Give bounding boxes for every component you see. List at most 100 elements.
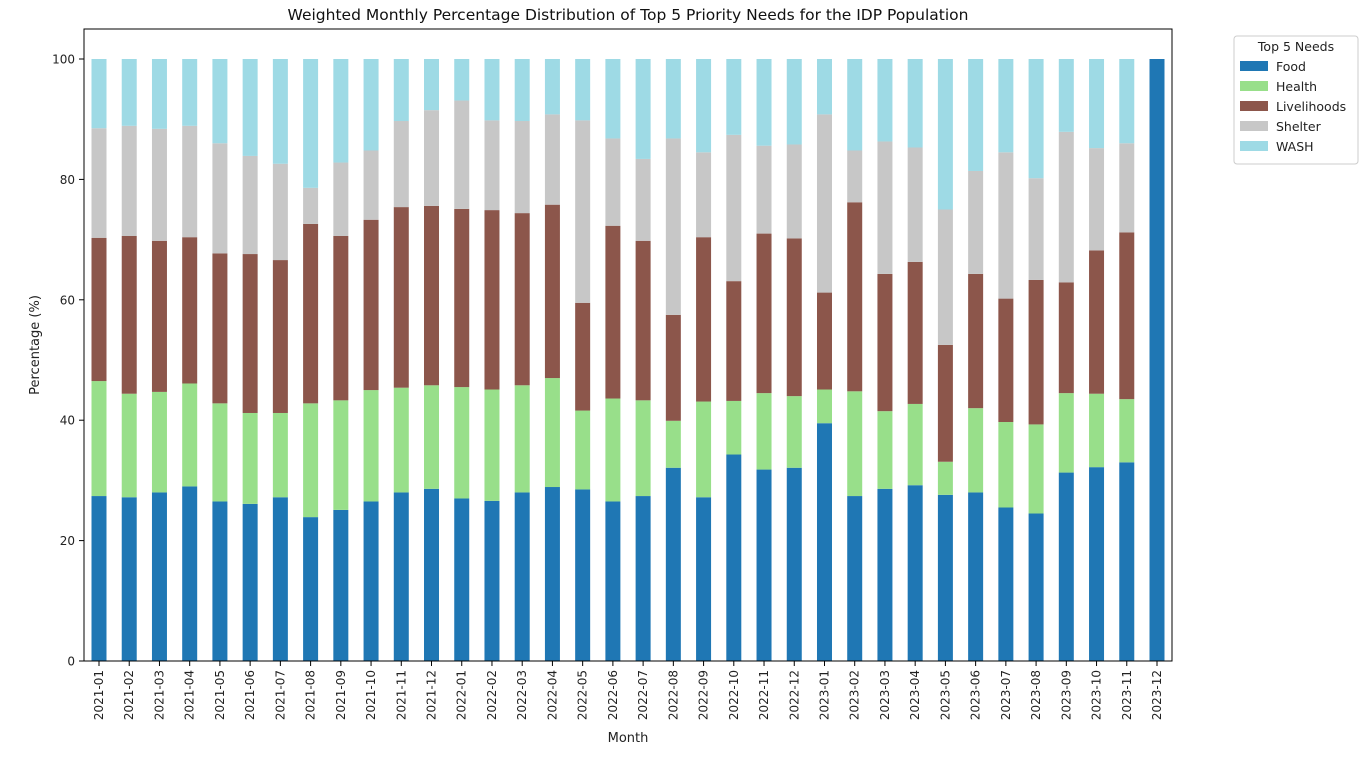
bar-livelihoods-2022-10 [726,281,742,401]
bar-shelter-2022-11 [756,145,772,234]
x-tick-label: 2023-08 [1029,670,1043,720]
bar-health-2022-12 [786,396,802,468]
bar-food-2023-10 [1089,467,1105,661]
bar-livelihoods-2022-09 [696,237,712,402]
x-axis-label: Month [608,731,649,746]
bar-wash-2021-02 [121,59,137,126]
x-tick-label: 2022-01 [455,670,469,720]
bar-wash-2023-05 [937,59,953,210]
x-tick-label: 2021-06 [243,670,257,720]
bar-shelter-2022-10 [726,134,742,282]
bar-food-2022-05 [575,489,591,661]
bar-shelter-2023-04 [907,147,923,262]
x-tick-label: 2022-05 [576,670,590,720]
x-axis: 2021-01 2021-02 2021-03 2021-04 2021-05 2021-… [92,661,1164,720]
bar-wash-2021-06 [242,59,258,156]
x-tick-label: 2022-08 [666,670,680,720]
legend-label-health: Health [1276,79,1317,94]
bar-wash-2022-07 [635,59,651,159]
bar-livelihoods-2021-03 [151,240,167,392]
bar-wash-2022-06 [605,59,621,139]
bar-health-2022-10 [726,400,742,455]
bar-shelter-2022-04 [544,114,560,205]
x-tick-label: 2021-12 [425,670,439,720]
bar-health-2023-11 [1119,399,1135,463]
bar-health-2022-04 [544,378,560,488]
bar-livelihoods-2022-05 [575,302,591,411]
bar-wash-2023-06 [968,59,984,171]
bar-wash-2023-02 [847,59,863,151]
bar-food-2021-09 [333,509,349,661]
bar-livelihoods-2022-04 [544,204,560,379]
bar-food-2023-09 [1058,472,1074,661]
bar-food-2022-01 [454,498,470,661]
bar-livelihoods-2022-06 [605,225,621,399]
legend-label-food: Food [1276,59,1306,74]
x-tick-label: 2023-11 [1120,670,1134,720]
bar-livelihoods-2023-10 [1089,250,1105,394]
bar-food-2021-08 [303,517,319,661]
bar-health-2021-07 [272,412,288,498]
bar-food-2021-10 [363,501,379,661]
bar-wash-2022-03 [514,59,530,122]
bar-shelter-2022-08 [665,138,681,315]
bar-livelihoods-2021-09 [333,235,349,401]
bar-wash-2022-12 [786,59,802,145]
bar-wash-2022-08 [665,59,681,139]
bar-food-2023-01 [816,423,832,661]
bar-wash-2022-04 [544,59,560,115]
bar-wash-2022-01 [454,59,470,101]
bar-health-2022-07 [635,400,651,497]
bar-shelter-2023-07 [998,152,1014,299]
bar-livelihoods-2023-07 [998,298,1014,423]
legend-swatch-livelihoods [1240,101,1268,111]
x-tick-label: 2023-09 [1059,670,1073,720]
bar-health-2021-01 [91,381,107,497]
bar-wash-2023-03 [877,59,893,142]
bar-wash-2021-10 [363,59,379,151]
x-tick-label: 2022-03 [515,670,529,720]
bar-shelter-2021-06 [242,155,258,255]
bar-livelihoods-2022-11 [756,233,772,394]
bar-health-2023-03 [877,411,893,489]
bar-wash-2021-08 [303,59,319,188]
legend-label-shelter: Shelter [1276,119,1322,134]
x-tick-label: 2022-04 [545,670,559,720]
bar-wash-2022-05 [575,59,591,121]
bar-shelter-2021-10 [363,150,379,220]
bar-health-2022-03 [514,385,530,493]
bar-shelter-2023-08 [1028,178,1044,280]
bar-wash-2022-10 [726,59,742,135]
x-tick-label: 2021-11 [394,670,408,720]
bar-wash-2021-09 [333,59,349,163]
bars-layer [91,59,1165,661]
bar-food-2021-03 [151,492,167,661]
bar-health-2022-02 [484,389,500,501]
legend-label-wash: WASH [1276,139,1314,154]
x-tick-label: 2021-01 [92,670,106,720]
bar-livelihoods-2021-07 [272,260,288,413]
bar-health-2021-10 [363,390,379,502]
x-tick-label: 2023-06 [969,670,983,720]
bar-health-2022-06 [605,398,621,502]
bar-food-2022-11 [756,469,772,661]
bar-shelter-2021-05 [212,143,228,254]
bar-food-2021-04 [182,486,198,661]
bar-health-2023-09 [1058,393,1074,473]
bar-shelter-2023-09 [1058,131,1074,283]
x-tick-label: 2023-03 [878,670,892,720]
bar-wash-2023-04 [907,59,923,148]
bar-shelter-2022-09 [696,152,712,238]
bar-shelter-2023-10 [1089,148,1105,251]
bar-shelter-2023-11 [1119,143,1135,233]
bar-livelihoods-2023-08 [1028,279,1044,425]
bar-livelihoods-2022-08 [665,314,681,421]
bar-health-2023-08 [1028,424,1044,514]
bar-wash-2023-08 [1028,59,1044,179]
bar-health-2023-10 [1089,393,1105,468]
bar-livelihoods-2022-07 [635,240,651,401]
bar-food-2022-04 [544,487,560,661]
bar-health-2023-07 [998,422,1014,508]
x-tick-label: 2021-05 [213,670,227,720]
